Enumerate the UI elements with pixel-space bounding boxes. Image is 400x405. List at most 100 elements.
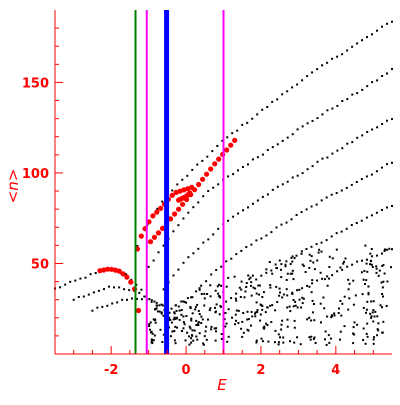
spectrum-point [191, 296, 194, 299]
spectrum-point [182, 315, 185, 318]
spectrum-point [382, 264, 385, 266]
spectrum-point [84, 276, 87, 279]
spectrum-point [177, 268, 180, 271]
highlight-point [108, 266, 115, 272]
spectrum-point [291, 291, 294, 294]
spectrum-point [246, 310, 249, 313]
spectrum-point [372, 338, 375, 341]
spectrum-point [225, 260, 228, 263]
spectrum-point [182, 261, 185, 264]
spectrum-point [291, 133, 294, 136]
spectrum-point [362, 327, 365, 330]
spectrum-point [256, 311, 259, 313]
spectrum-point [316, 279, 319, 282]
highlight-point [216, 156, 222, 162]
spectrum-point [248, 278, 251, 281]
spectrum-point [281, 183, 284, 186]
spectrum-point [339, 330, 342, 333]
highlight-point [105, 266, 111, 272]
spectrum-point [351, 45, 354, 48]
spectrum-point [171, 330, 174, 333]
spectrum-point [182, 321, 185, 324]
spectrum-point [296, 128, 299, 131]
spectrum-point [378, 269, 381, 272]
spectrum-point [377, 274, 380, 277]
spectrum-point [326, 156, 329, 159]
spectrum-point [308, 285, 311, 288]
spectrum-point [216, 285, 219, 288]
spectrum-point [259, 303, 262, 306]
spectrum-point [285, 279, 288, 281]
spectrum-point [227, 276, 230, 279]
spectrum-point [348, 282, 351, 285]
spectrum-point [343, 295, 346, 298]
spectrum-point [282, 293, 285, 296]
spectrum-point [254, 315, 257, 318]
spectrum-point [369, 259, 372, 262]
spectrum-point [208, 309, 211, 312]
spectrum-point [149, 321, 152, 324]
spectrum-point [285, 288, 288, 291]
spectrum-point [191, 334, 193, 337]
spectrum-point [326, 315, 329, 318]
highlight-point [147, 239, 154, 245]
spectrum-point [154, 308, 157, 310]
spectrum-point [254, 312, 257, 315]
spectrum-point [386, 119, 388, 122]
spectrum-point [367, 293, 370, 296]
spectrum-point [381, 265, 384, 267]
spectrum-point [195, 335, 198, 338]
spectrum-point [246, 318, 249, 321]
spectrum-point [376, 315, 379, 318]
highlight-point [128, 279, 134, 285]
spectrum-point [217, 227, 220, 230]
spectrum-point [203, 297, 206, 300]
spectrum-point [270, 231, 273, 234]
spectrum-point [366, 258, 368, 261]
spectrum-point [371, 81, 374, 84]
spectrum-point [278, 294, 281, 297]
spectrum-point [241, 123, 244, 126]
spectrum-point [257, 284, 260, 287]
spectrum-point [291, 255, 294, 258]
spectrum-point [341, 268, 344, 271]
spectrum-point [339, 338, 341, 341]
spectrum-point [263, 327, 266, 330]
spectrum-point [322, 296, 325, 299]
spectrum-point [157, 251, 160, 254]
highlight-point [97, 268, 103, 274]
spectrum-point [92, 291, 95, 294]
spectrum-point [360, 271, 363, 274]
spectrum-point [240, 280, 243, 283]
spectrum-point [326, 109, 329, 112]
spectrum-point [291, 176, 294, 179]
highlight-point [232, 137, 238, 143]
spectrum-point [369, 312, 372, 315]
spectrum-point [370, 263, 373, 266]
spectrum-point [386, 22, 388, 25]
spectrum-point [205, 325, 208, 328]
spectrum-point [215, 303, 218, 306]
spectrum-point [156, 310, 159, 313]
spectrum-point [136, 245, 139, 247]
spectrum-point [286, 180, 289, 183]
highlight-point [120, 271, 126, 277]
spectrum-point [143, 295, 146, 298]
highlight-point [185, 186, 191, 192]
spectrum-point [232, 173, 235, 176]
spectrum-point [231, 316, 233, 319]
spectrum-point [311, 165, 314, 168]
spectrum-point [291, 272, 294, 275]
spectrum-point [242, 166, 244, 168]
spectrum-point [377, 329, 380, 332]
spectrum-point [234, 297, 237, 300]
spectrum-point [207, 238, 210, 241]
spectrum-point [321, 64, 324, 67]
spectrum-point [294, 304, 297, 307]
spectrum-point [289, 263, 292, 265]
spectrum-point [347, 308, 350, 311]
spectrum-point [209, 307, 212, 310]
spectrum-point [301, 172, 304, 175]
spectrum-point [197, 247, 200, 250]
spectrum-point [174, 325, 177, 328]
